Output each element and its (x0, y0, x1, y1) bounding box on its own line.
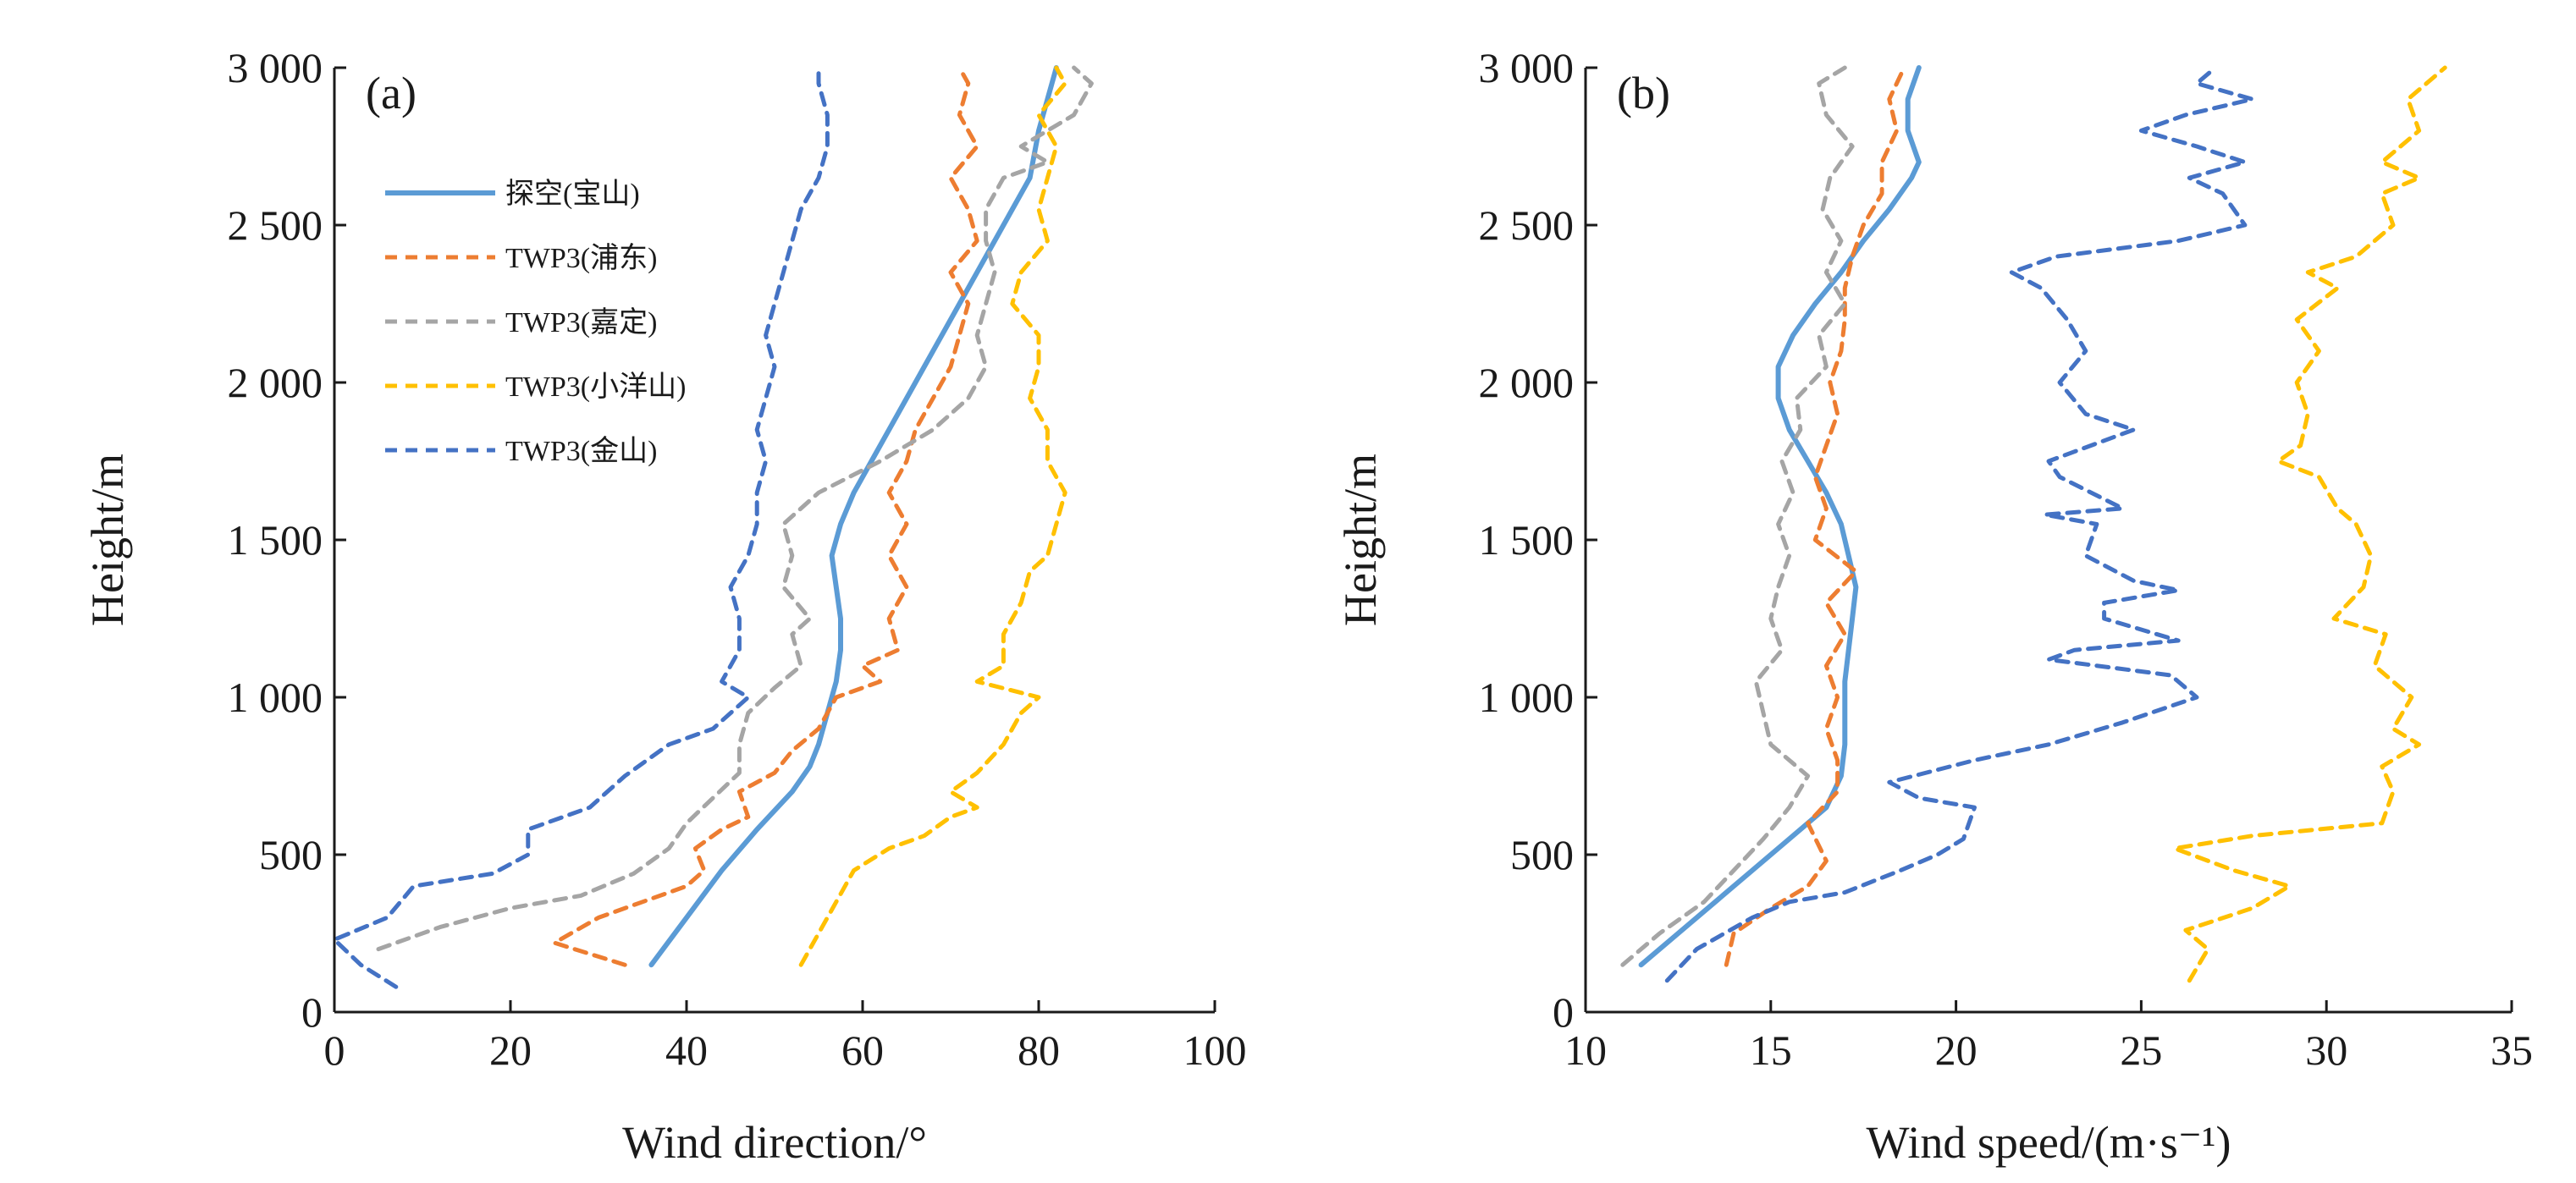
panel-b-x-tick-label: 35 (2491, 1026, 2533, 1074)
panel-a-x-tick-label: 20 (489, 1026, 532, 1074)
panel-a-y-tick-label: 3 000 (228, 44, 323, 91)
panel-b-y-ticks: 0 500 1 000 1 500 2 000 2 500 3 000 (1479, 44, 1597, 1036)
panel-a-y-ticks: 0 500 1 000 1 500 2 000 2 500 3 000 (228, 44, 346, 1036)
panel-a-chart: 0 20 40 60 80 100 0 500 1 000 1 500 2 000 2 500 3 0… (82, 44, 1247, 1168)
panel-b-x-tick-label: 25 (2120, 1026, 2162, 1074)
panel-b-x-tick-label: 10 (1564, 1026, 1607, 1074)
panel-a-x-tick-label: 80 (1018, 1026, 1060, 1074)
panel-b-y-tick-label: 3 000 (1479, 44, 1575, 91)
panel-b-y-tick-label: 500 (1510, 831, 1574, 878)
panel-a-series-line-1 (648, 65, 1059, 968)
panel-a-y-tick-label: 2 000 (228, 359, 323, 406)
panel-b-series-line-5 (1664, 65, 2255, 983)
panel-b-x-tick-label: 15 (1750, 1026, 1792, 1074)
panel-a-y-axis-title: Height/m (82, 454, 133, 626)
panel-a-x-axis-title: Wind direction/° (622, 1117, 927, 1168)
panel-a-legend-label-1: 探空(宝山) (505, 178, 640, 210)
panel-a-legend-label-4: TWP3(小洋山) (505, 371, 686, 403)
panel-b-x-axis-title: Wind speed/(m·s⁻¹) (1867, 1117, 2231, 1168)
panel-b-y-tick-label: 2 000 (1479, 359, 1575, 406)
panel-a-series-line-4 (798, 65, 1067, 967)
panel-a-y-tick-label: 1 000 (228, 674, 323, 721)
panel-a-y-tick-label: 2 500 (228, 201, 323, 249)
panel-a-x-tick-label: 100 (1183, 1026, 1247, 1074)
panel-b-x-ticks: 10 15 20 25 30 35 (1564, 1000, 2533, 1074)
panel-b-y-tick-label: 0 (1553, 988, 1574, 1036)
panel-b-y-tick-label: 1 500 (1479, 516, 1575, 564)
panel-a-x-ticks: 0 20 40 60 80 100 (324, 1000, 1247, 1074)
panel-a-legend-label-3: TWP3(嘉定) (505, 306, 657, 338)
panel-a-legend-label-5: TWP3(金山) (505, 435, 657, 467)
panel-a-y-tick-label: 0 (301, 988, 323, 1036)
panel-b-y-axis-title: Height/m (1335, 454, 1386, 626)
panel-b-x-tick-label: 30 (2305, 1026, 2347, 1074)
panel-a-x-tick-label: 60 (841, 1026, 884, 1074)
panel-a-series-line-5 (332, 65, 830, 989)
panel-a-legend: 探空(宝山) TWP3(浦东) TWP3(嘉定) TWP3(小洋山) TWP3(金山) (385, 178, 686, 467)
panel-b-chart: 10 15 20 25 30 35 0 500 1 000 1 500 2 000 2 500 3 0… (1335, 44, 2533, 1168)
panel-a-x-tick-label: 40 (665, 1026, 708, 1074)
panel-b-series-line-4 (2172, 65, 2447, 983)
panel-a-series-line-2 (552, 65, 979, 967)
panel-a-y-tick-label: 1 500 (228, 516, 323, 564)
panel-b-label: (b) (1617, 68, 1670, 118)
panel-b-y-tick-label: 2 500 (1479, 201, 1575, 249)
panel-a-label: (a) (366, 68, 416, 118)
panel-b-x-tick-label: 20 (1935, 1026, 1978, 1074)
panel-b-series-layer (1620, 65, 2447, 983)
panel-b-series-line-2 (1724, 65, 1906, 967)
panel-a-y-tick-label: 500 (259, 831, 323, 878)
panel-a-legend-label-2: TWP3(浦东) (505, 242, 657, 274)
panel-a-series-layer (332, 65, 1094, 989)
panel-a-x-tick-label: 0 (324, 1026, 345, 1074)
panel-a-series-line-3 (376, 65, 1094, 952)
panel-b-y-tick-label: 1 000 (1479, 674, 1575, 721)
panel-b-series-line-3 (1620, 65, 1855, 967)
